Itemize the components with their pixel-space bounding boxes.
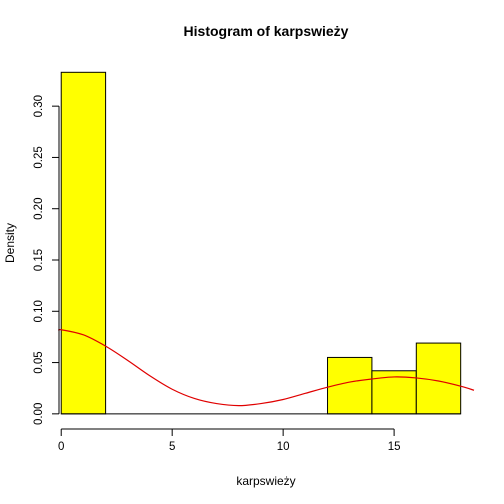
- y-tick-label-5: 0.25: [33, 146, 45, 168]
- x-tick-label-10: 10: [277, 441, 290, 453]
- density-curve-group: [58, 328, 475, 407]
- x-tick-label-15: 15: [388, 441, 401, 453]
- y-tick-label-4: 0.20: [33, 198, 45, 220]
- y-tick-label-6: 0.30: [33, 95, 45, 117]
- y-axis-label: Density: [3, 223, 17, 263]
- x-tick-label-5: 5: [169, 441, 175, 453]
- density-curve: [58, 328, 475, 407]
- y-tick-label-1: 0.05: [33, 351, 45, 373]
- y-tick-label-3: 0.15: [33, 249, 45, 271]
- x-axis-label: karpswieży: [236, 474, 295, 488]
- x-tick-label-0: 0: [58, 441, 64, 453]
- histogram-bar-0: [60, 71, 107, 415]
- y-axis: 0.00 0.05 0.10 0.15 0.20 0.25 0.30: [33, 95, 60, 425]
- y-tick-label-0: 0.00: [33, 403, 45, 425]
- histogram-bars: [60, 71, 462, 415]
- chart-title: Histogram of karpswieży: [184, 23, 349, 39]
- y-tick-label-2: 0.10: [33, 300, 45, 322]
- x-axis: 0 5 10 15: [58, 428, 401, 453]
